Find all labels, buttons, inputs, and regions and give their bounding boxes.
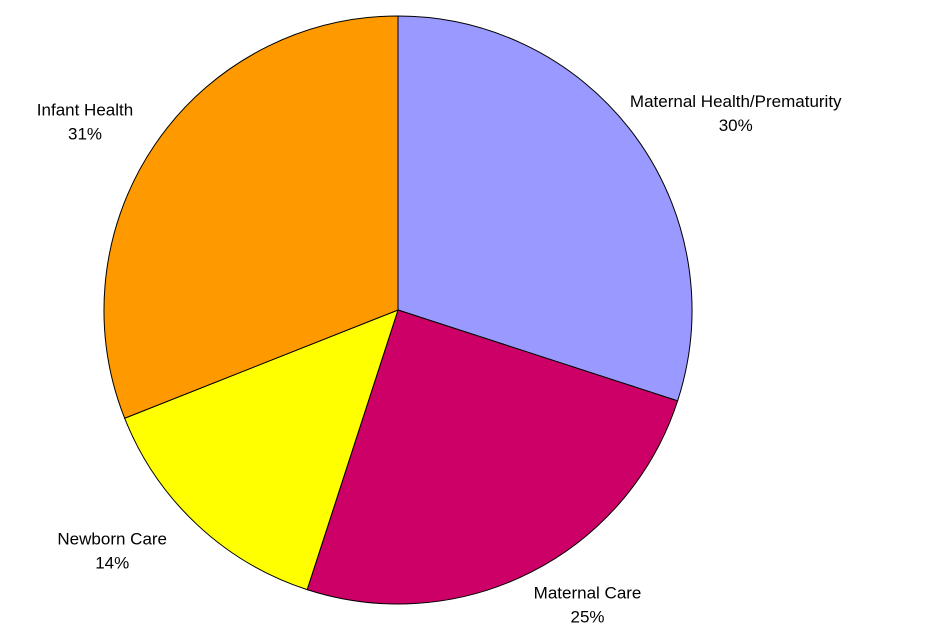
slice-label: Infant Health xyxy=(37,101,133,120)
slice-value-label: 31% xyxy=(68,125,102,144)
slice-label: Maternal Care xyxy=(534,583,642,602)
pie-slice xyxy=(397,15,693,402)
slice-value-label: 25% xyxy=(571,607,605,626)
slice-value-label: 14% xyxy=(95,554,129,573)
pie-slice xyxy=(123,309,399,591)
slice-label: Maternal Health/Prematurity xyxy=(630,92,842,111)
pie-slice xyxy=(306,309,679,605)
slice-label: Newborn Care xyxy=(57,530,167,549)
slice-value-label: 30% xyxy=(719,116,753,135)
pie-slice xyxy=(103,15,399,419)
